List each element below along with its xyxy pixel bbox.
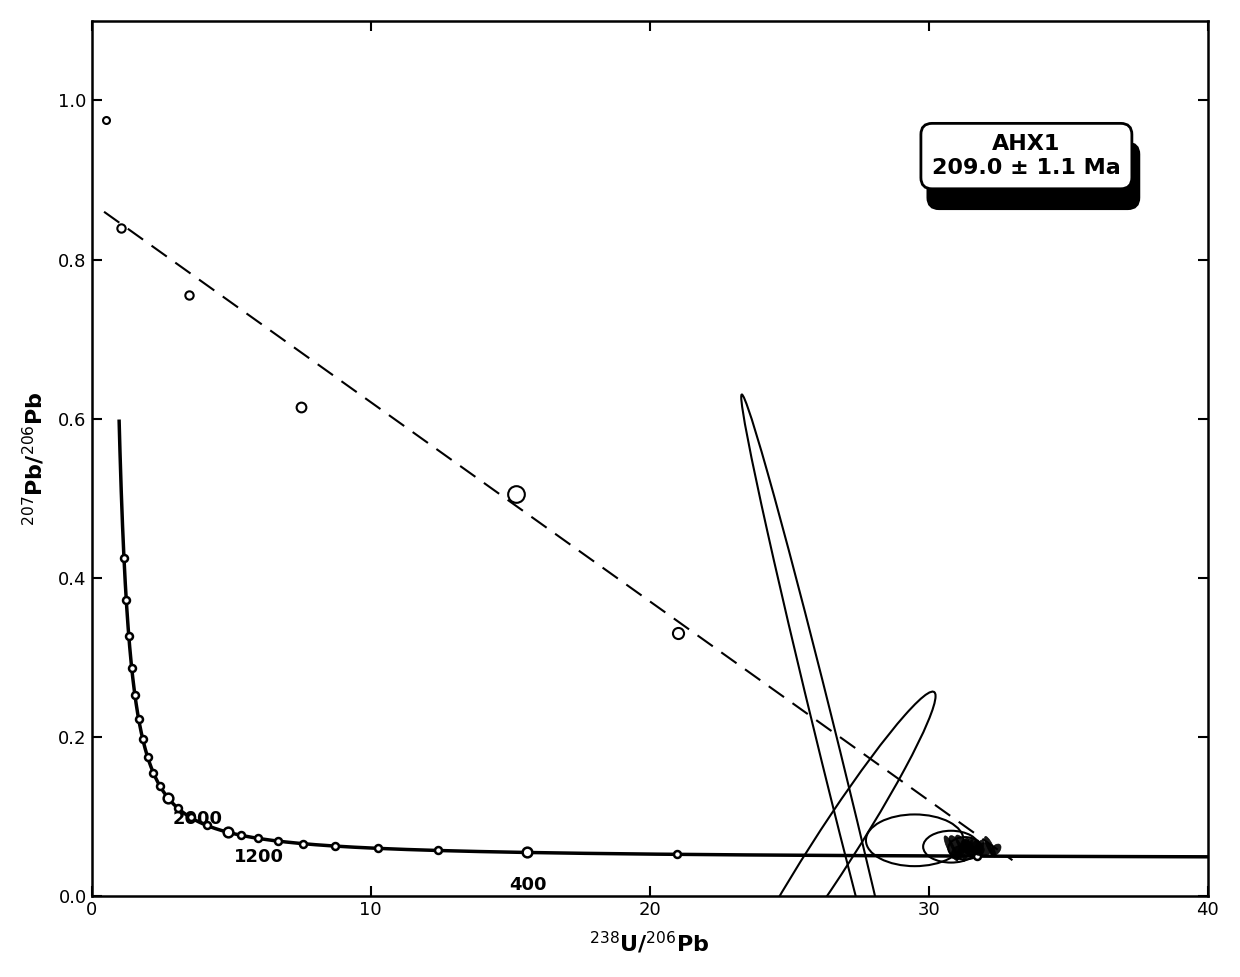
Ellipse shape — [977, 843, 992, 856]
Text: AHX1
209.0 ± 1.1 Ma: AHX1 209.0 ± 1.1 Ma — [939, 154, 1127, 197]
X-axis label: $^{238}$U/$^{206}$Pb: $^{238}$U/$^{206}$Pb — [589, 930, 709, 956]
Ellipse shape — [967, 840, 980, 857]
Text: AHX1
209.0 ± 1.1 Ma: AHX1 209.0 ± 1.1 Ma — [932, 135, 1121, 178]
Ellipse shape — [951, 846, 962, 859]
Y-axis label: $^{207}$Pb/$^{206}$Pb: $^{207}$Pb/$^{206}$Pb — [21, 391, 47, 526]
Ellipse shape — [956, 837, 968, 861]
Text: 400: 400 — [508, 876, 546, 894]
Ellipse shape — [991, 844, 1001, 856]
Ellipse shape — [956, 835, 968, 854]
Ellipse shape — [967, 838, 980, 853]
Text: 1200: 1200 — [233, 848, 284, 867]
Text: 2000: 2000 — [172, 810, 222, 828]
Ellipse shape — [944, 836, 959, 861]
Ellipse shape — [963, 839, 972, 862]
Ellipse shape — [973, 844, 985, 856]
Ellipse shape — [973, 840, 985, 855]
Ellipse shape — [961, 839, 975, 856]
Ellipse shape — [985, 836, 996, 857]
Ellipse shape — [949, 835, 965, 858]
